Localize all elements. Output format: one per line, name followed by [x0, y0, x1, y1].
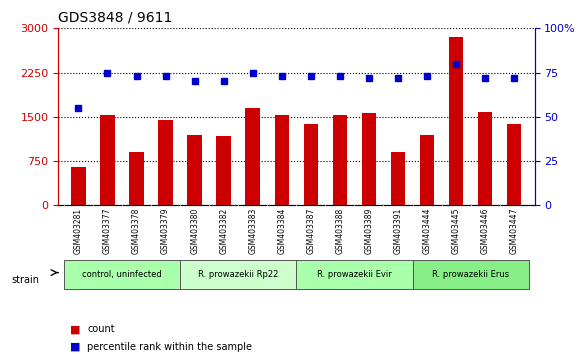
Bar: [187, 135, 202, 205]
Bar: [245, 108, 260, 205]
Text: GSM403447: GSM403447: [510, 208, 519, 255]
Text: GSM403383: GSM403383: [248, 208, 257, 255]
Text: control, uninfected: control, uninfected: [82, 270, 162, 279]
Text: GSM403382: GSM403382: [219, 208, 228, 254]
Bar: [100, 115, 115, 205]
Bar: [217, 136, 231, 205]
Bar: [361, 113, 376, 205]
Bar: [391, 152, 406, 205]
Text: GSM403446: GSM403446: [480, 208, 490, 255]
Text: GSM403384: GSM403384: [277, 208, 286, 255]
Bar: [71, 167, 86, 205]
Bar: [332, 115, 347, 205]
Text: GSM403281: GSM403281: [74, 208, 83, 254]
Text: GSM403380: GSM403380: [190, 208, 199, 255]
Text: GSM403377: GSM403377: [103, 208, 112, 255]
Text: GSM403444: GSM403444: [422, 208, 432, 255]
Text: GSM403378: GSM403378: [132, 208, 141, 255]
Text: GSM403379: GSM403379: [161, 208, 170, 255]
Text: R. prowazekii Erus: R. prowazekii Erus: [432, 270, 509, 279]
Text: percentile rank within the sample: percentile rank within the sample: [87, 342, 252, 352]
FancyBboxPatch shape: [64, 260, 180, 289]
Text: count: count: [87, 324, 115, 334]
Text: GSM403388: GSM403388: [335, 208, 345, 254]
Text: GSM403391: GSM403391: [393, 208, 403, 255]
Text: R. prowazekii Evir: R. prowazekii Evir: [317, 270, 392, 279]
FancyBboxPatch shape: [413, 260, 529, 289]
FancyBboxPatch shape: [296, 260, 413, 289]
Text: GSM403445: GSM403445: [451, 208, 461, 255]
Text: strain: strain: [12, 275, 40, 285]
Text: R. prowazekii Rp22: R. prowazekii Rp22: [198, 270, 278, 279]
Text: GSM403389: GSM403389: [364, 208, 374, 255]
Text: ■: ■: [70, 324, 80, 334]
Bar: [478, 112, 493, 205]
Text: GDS3848 / 9611: GDS3848 / 9611: [58, 11, 173, 25]
Text: ■: ■: [70, 342, 80, 352]
Bar: [507, 124, 522, 205]
Bar: [303, 124, 318, 205]
Bar: [275, 115, 289, 205]
Bar: [158, 120, 173, 205]
FancyBboxPatch shape: [180, 260, 296, 289]
Text: GSM403387: GSM403387: [306, 208, 315, 255]
Bar: [420, 135, 435, 205]
Bar: [130, 152, 144, 205]
Bar: [449, 37, 464, 205]
